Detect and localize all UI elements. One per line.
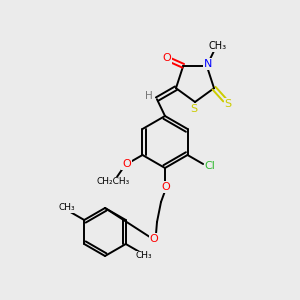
- Text: CH₃: CH₃: [208, 41, 226, 51]
- Text: S: S: [224, 99, 232, 109]
- Text: CH₃: CH₃: [58, 203, 75, 212]
- Text: O: O: [162, 53, 171, 64]
- Text: Cl: Cl: [205, 161, 215, 171]
- Text: O: O: [122, 159, 131, 169]
- Text: N: N: [204, 59, 212, 69]
- Text: CH₃: CH₃: [135, 251, 152, 260]
- Text: O: O: [150, 234, 158, 244]
- Text: H: H: [145, 91, 153, 101]
- Text: O: O: [162, 182, 170, 192]
- Text: S: S: [190, 104, 198, 114]
- Text: CH₂CH₃: CH₂CH₃: [96, 177, 130, 186]
